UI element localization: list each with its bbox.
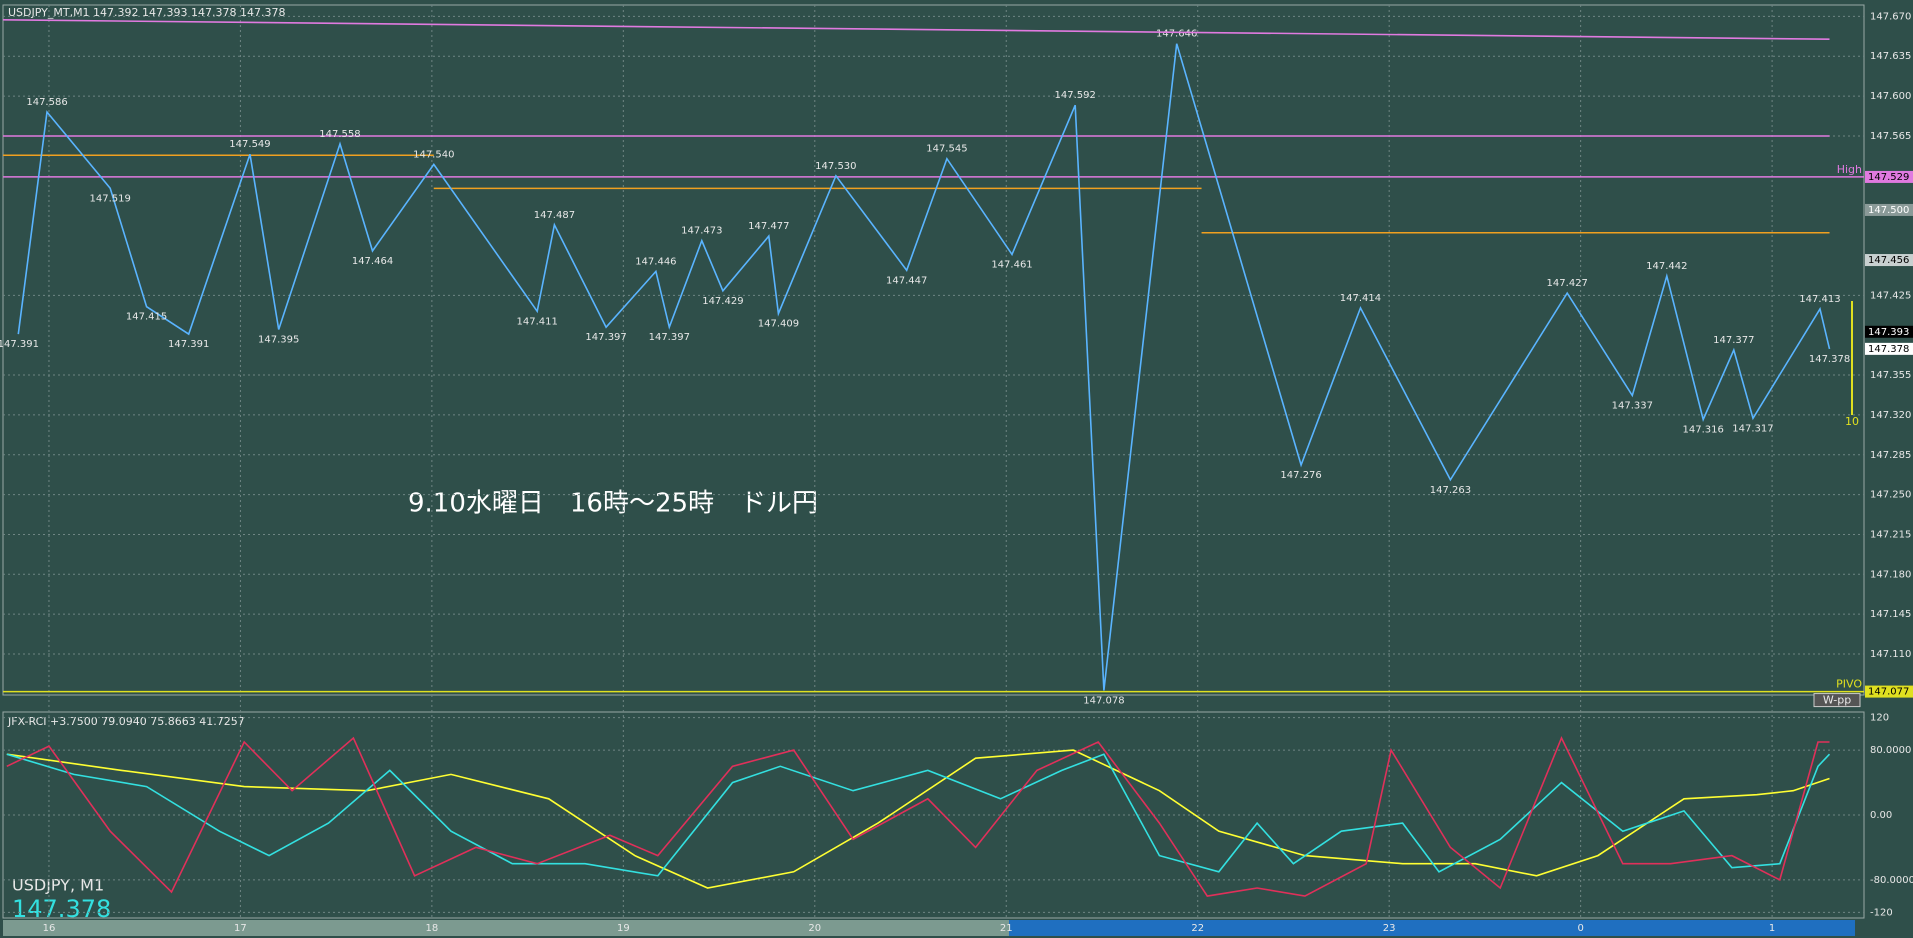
x-tick-label: 20 [808, 923, 821, 934]
x-tick-label: 17 [234, 923, 247, 934]
level-label: PIVO [1836, 678, 1862, 691]
x-tick-label: 23 [1383, 923, 1396, 934]
price-box [1865, 342, 1913, 355]
x-tick-label: 21 [1000, 923, 1013, 934]
y-tick-label: 147.110 [1870, 649, 1911, 660]
x-tick-label: 18 [426, 923, 439, 934]
level-tag: W-pp [1823, 694, 1851, 707]
data-label: 147.464 [352, 256, 393, 267]
y-tick-label: 147.425 [1870, 290, 1911, 301]
data-label: 147.558 [319, 129, 360, 140]
series-line [6, 753, 1831, 877]
y-tick-label: -80.0000 [1870, 875, 1913, 886]
time-bar-selected [1009, 920, 1855, 936]
main-panel [2, 4, 1865, 696]
y-tick-label: 147.180 [1870, 569, 1911, 580]
data-label: 147.646 [1156, 29, 1197, 40]
y-tick-label: 147.670 [1870, 11, 1911, 22]
series-line [6, 736, 1830, 897]
price-box [1865, 685, 1913, 698]
y-tick-label: 147.635 [1870, 51, 1911, 62]
y-tick-label: 147.320 [1870, 410, 1911, 421]
data-label: 147.397 [585, 332, 626, 343]
data-label: 147.545 [926, 144, 967, 155]
data-label: 147.473 [681, 226, 722, 237]
x-tick-label: 1 [1769, 923, 1775, 934]
data-label: 147.487 [534, 210, 575, 221]
x-tick-label: 19 [617, 923, 630, 934]
price-box-label: 147.378 [1868, 344, 1909, 355]
annotation: 9.10水曜日 16時～25時 ドル円 [408, 489, 818, 519]
series-line [17, 43, 1831, 691]
y-tick-label: 147.285 [1870, 450, 1911, 461]
data-label: 147.427 [1547, 278, 1588, 289]
price-box-label: 147.393 [1868, 327, 1909, 338]
price-box [1865, 254, 1913, 267]
y-tick-label: 147.565 [1870, 131, 1911, 142]
symbol-label: USDJPY, M1 [12, 876, 104, 895]
data-label: 147.263 [1430, 485, 1471, 496]
price-box [1865, 170, 1913, 183]
data-label: 147.586 [26, 97, 67, 108]
y-tick-label: 147.355 [1870, 370, 1911, 381]
data-label: 147.549 [229, 139, 270, 150]
data-label: 147.411 [516, 316, 557, 327]
x-tick-label: 16 [43, 923, 56, 934]
chart-title: USDJPY_MT,M1 147.392 147.393 147.378 147… [8, 6, 286, 19]
data-label: 147.414 [1340, 293, 1381, 304]
data-label: 147.337 [1612, 401, 1653, 412]
price-box [1865, 203, 1913, 216]
range-label: 10 [1845, 415, 1859, 428]
data-label: 147.395 [258, 335, 299, 346]
x-tick-label: 22 [1191, 923, 1204, 934]
y-tick-label: 147.250 [1870, 490, 1911, 501]
data-label: 147.409 [758, 319, 799, 330]
y-tick-label: 120 [1870, 713, 1889, 724]
series-line [6, 749, 1830, 889]
data-label: 147.530 [815, 161, 856, 172]
y-tick-label: 80.0000 [1870, 745, 1911, 756]
x-tick-label: 0 [1577, 923, 1583, 934]
y-tick-label: 147.600 [1870, 91, 1911, 102]
data-label: 147.540 [413, 149, 454, 160]
data-label: 147.391 [0, 339, 39, 350]
data-label: 147.276 [1280, 470, 1321, 481]
data-label: 147.391 [168, 339, 209, 350]
data-label: 147.378 [1809, 354, 1850, 365]
last-price: 147.378 [12, 895, 111, 923]
y-tick-label: 147.215 [1870, 529, 1911, 540]
level-tag-box [1813, 693, 1861, 708]
data-label: 147.377 [1713, 335, 1754, 346]
data-label: 147.447 [886, 275, 927, 286]
data-label: 147.446 [635, 256, 676, 267]
data-label: 147.592 [1055, 90, 1096, 101]
data-label: 147.477 [748, 221, 789, 232]
data-label: 147.078 [1083, 695, 1124, 706]
series-line [2, 19, 1830, 40]
indicator-title: JFX-RCI +3.7500 79.0940 75.8663 41.7257 [7, 715, 245, 728]
price-box-label: 147.529 [1868, 172, 1909, 183]
data-label: 147.519 [90, 193, 131, 204]
data-label: 147.461 [991, 259, 1032, 270]
data-label: 147.317 [1732, 423, 1773, 434]
price-box-label: 147.456 [1868, 255, 1909, 266]
y-tick-label: 0.00 [1870, 810, 1892, 821]
y-tick-label: 147.145 [1870, 609, 1911, 620]
level-label: High [1837, 163, 1862, 176]
data-label: 147.415 [126, 312, 167, 323]
y-tick-label: -120 [1870, 907, 1893, 918]
price-box-label: 147.077 [1868, 687, 1909, 698]
data-label: 147.397 [649, 332, 690, 343]
data-label: 147.413 [1799, 294, 1840, 305]
data-label: 147.316 [1682, 424, 1723, 435]
time-bar [3, 920, 1009, 936]
data-label: 147.442 [1646, 261, 1687, 272]
price-box [1865, 325, 1913, 338]
price-box-label: 147.500 [1868, 205, 1909, 216]
data-label: 147.429 [702, 296, 743, 307]
